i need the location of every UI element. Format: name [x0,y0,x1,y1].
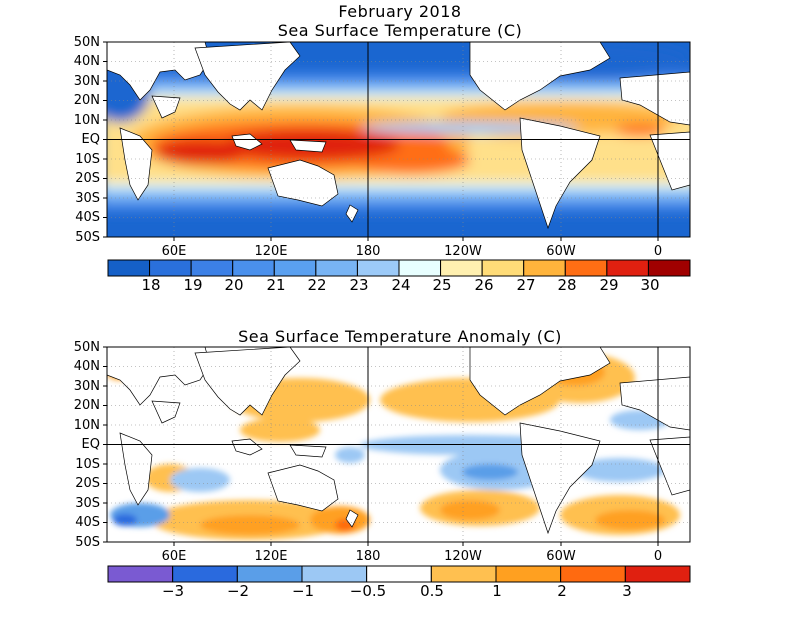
sst-colorbar-swatch [232,259,275,277]
lat-label: 10N [73,113,100,128]
sst-map [103,41,691,241]
anomaly-colorbar-swatch [560,565,626,583]
sst-colorbar-label: 28 [557,276,577,294]
anomaly-colorbar [107,565,691,583]
anomaly-colorbar-label: −1 [291,582,315,600]
sst-colorbar [107,259,691,277]
lat-label: 20N [73,398,100,413]
anomaly-colorbar-swatch [430,565,497,583]
anomaly-colorbar-swatch [624,565,691,583]
lat-label: 50S [75,535,100,550]
anomaly-colorbar-label: 0.5 [420,582,444,600]
anomaly-colorbar-label: 3 [622,582,632,600]
sst-colorbar-swatch [523,259,566,277]
land-masses-anomaly [107,347,690,535]
sst-colorbar-label: 21 [266,276,286,294]
lat-label: 10S [75,152,100,167]
sst-colorbar-swatch [647,259,691,277]
lon-label: 180 [355,244,381,259]
sst-map-title: Sea Surface Temperature (C) [277,21,523,40]
sst-colorbar-swatch [398,259,442,277]
anomaly-colorbar-label: −2 [226,582,250,600]
sst-colorbar-swatch [481,259,525,277]
lat-label: 20S [75,171,100,186]
anomaly-gridlines [107,347,690,542]
lon-label: 120E [254,244,288,259]
lat-label: 40N [73,54,100,69]
sst-gridlines [107,42,690,237]
lat-label: 30S [75,496,100,511]
lon-label: 120E [254,549,288,564]
anomaly-colorbar-label: −0.5 [349,582,387,600]
sst-colorbar-label: 19 [183,276,203,294]
sst-colorbar-label: 18 [141,276,161,294]
figure-title: February 2018 [338,2,462,21]
anomaly-map [103,346,691,546]
lat-label: 50N [73,35,100,50]
anomaly-colorbar-label: 1 [492,582,502,600]
lon-label: 120W [444,549,482,564]
lon-label: 60E [161,549,187,564]
lat-label: EQ [81,132,100,147]
sst-colorbar-label: 24 [391,276,411,294]
lat-label: 50N [73,340,100,355]
sst-colorbar-swatch [564,259,608,277]
anomaly-colorbar-swatch [495,565,562,583]
sst-colorbar-swatch [315,259,358,277]
anomaly-colorbar-swatch [107,565,174,583]
sst-colorbar-swatch [273,259,317,277]
anomaly-colorbar-swatch [301,565,368,583]
sst-colorbar-label: 26 [474,276,494,294]
sst-colorbar-swatch [606,259,649,277]
sst-colorbar-label: 25 [432,276,452,294]
land-masses [107,42,690,230]
lat-label: 50S [75,230,100,245]
lat-label: 30N [73,74,100,89]
anomaly-colorbar-label: 2 [557,582,567,600]
lat-label: 40N [73,359,100,374]
sst-ticks [103,41,659,241]
lat-label: 20N [73,93,100,108]
lat-label: 30N [73,379,100,394]
lat-label: 40S [75,210,100,225]
lat-label: 10N [73,418,100,433]
lat-label: 40S [75,515,100,530]
lat-label: 10S [75,457,100,472]
lon-label: 60W [546,244,576,259]
sst-colorbar-swatch [190,259,234,277]
anomaly-map-title: Sea Surface Temperature Anomaly (C) [238,327,562,346]
anomaly-colorbar-swatch [172,565,238,583]
lon-label: 0 [653,244,663,259]
anomaly-ticks [103,346,659,546]
anomaly-colorbar-label: −3 [161,582,185,600]
sst-colorbar-label: 23 [349,276,369,294]
sst-colorbar-label: 22 [307,276,327,294]
sst-colorbar-label: 20 [224,276,244,294]
lon-label: 60E [161,244,187,259]
lon-label: 0 [653,549,663,564]
sst-colorbar-label: 29 [599,276,619,294]
lon-label: 120W [444,244,482,259]
sst-colorbar-swatch [356,259,400,277]
lon-label: 180 [355,549,381,564]
sst-colorbar-label: 30 [640,276,660,294]
anomaly-colorbar-swatch [236,565,303,583]
sst-colorbar-label: 27 [516,276,536,294]
lat-label: 30S [75,191,100,206]
lat-label: EQ [81,437,100,452]
anomaly-colorbar-swatch [366,565,432,583]
sst-colorbar-swatch [107,259,151,277]
sst-colorbar-swatch [440,259,483,277]
sst-colorbar-swatch [149,259,192,277]
lat-label: 20S [75,476,100,491]
lon-label: 60W [546,549,576,564]
